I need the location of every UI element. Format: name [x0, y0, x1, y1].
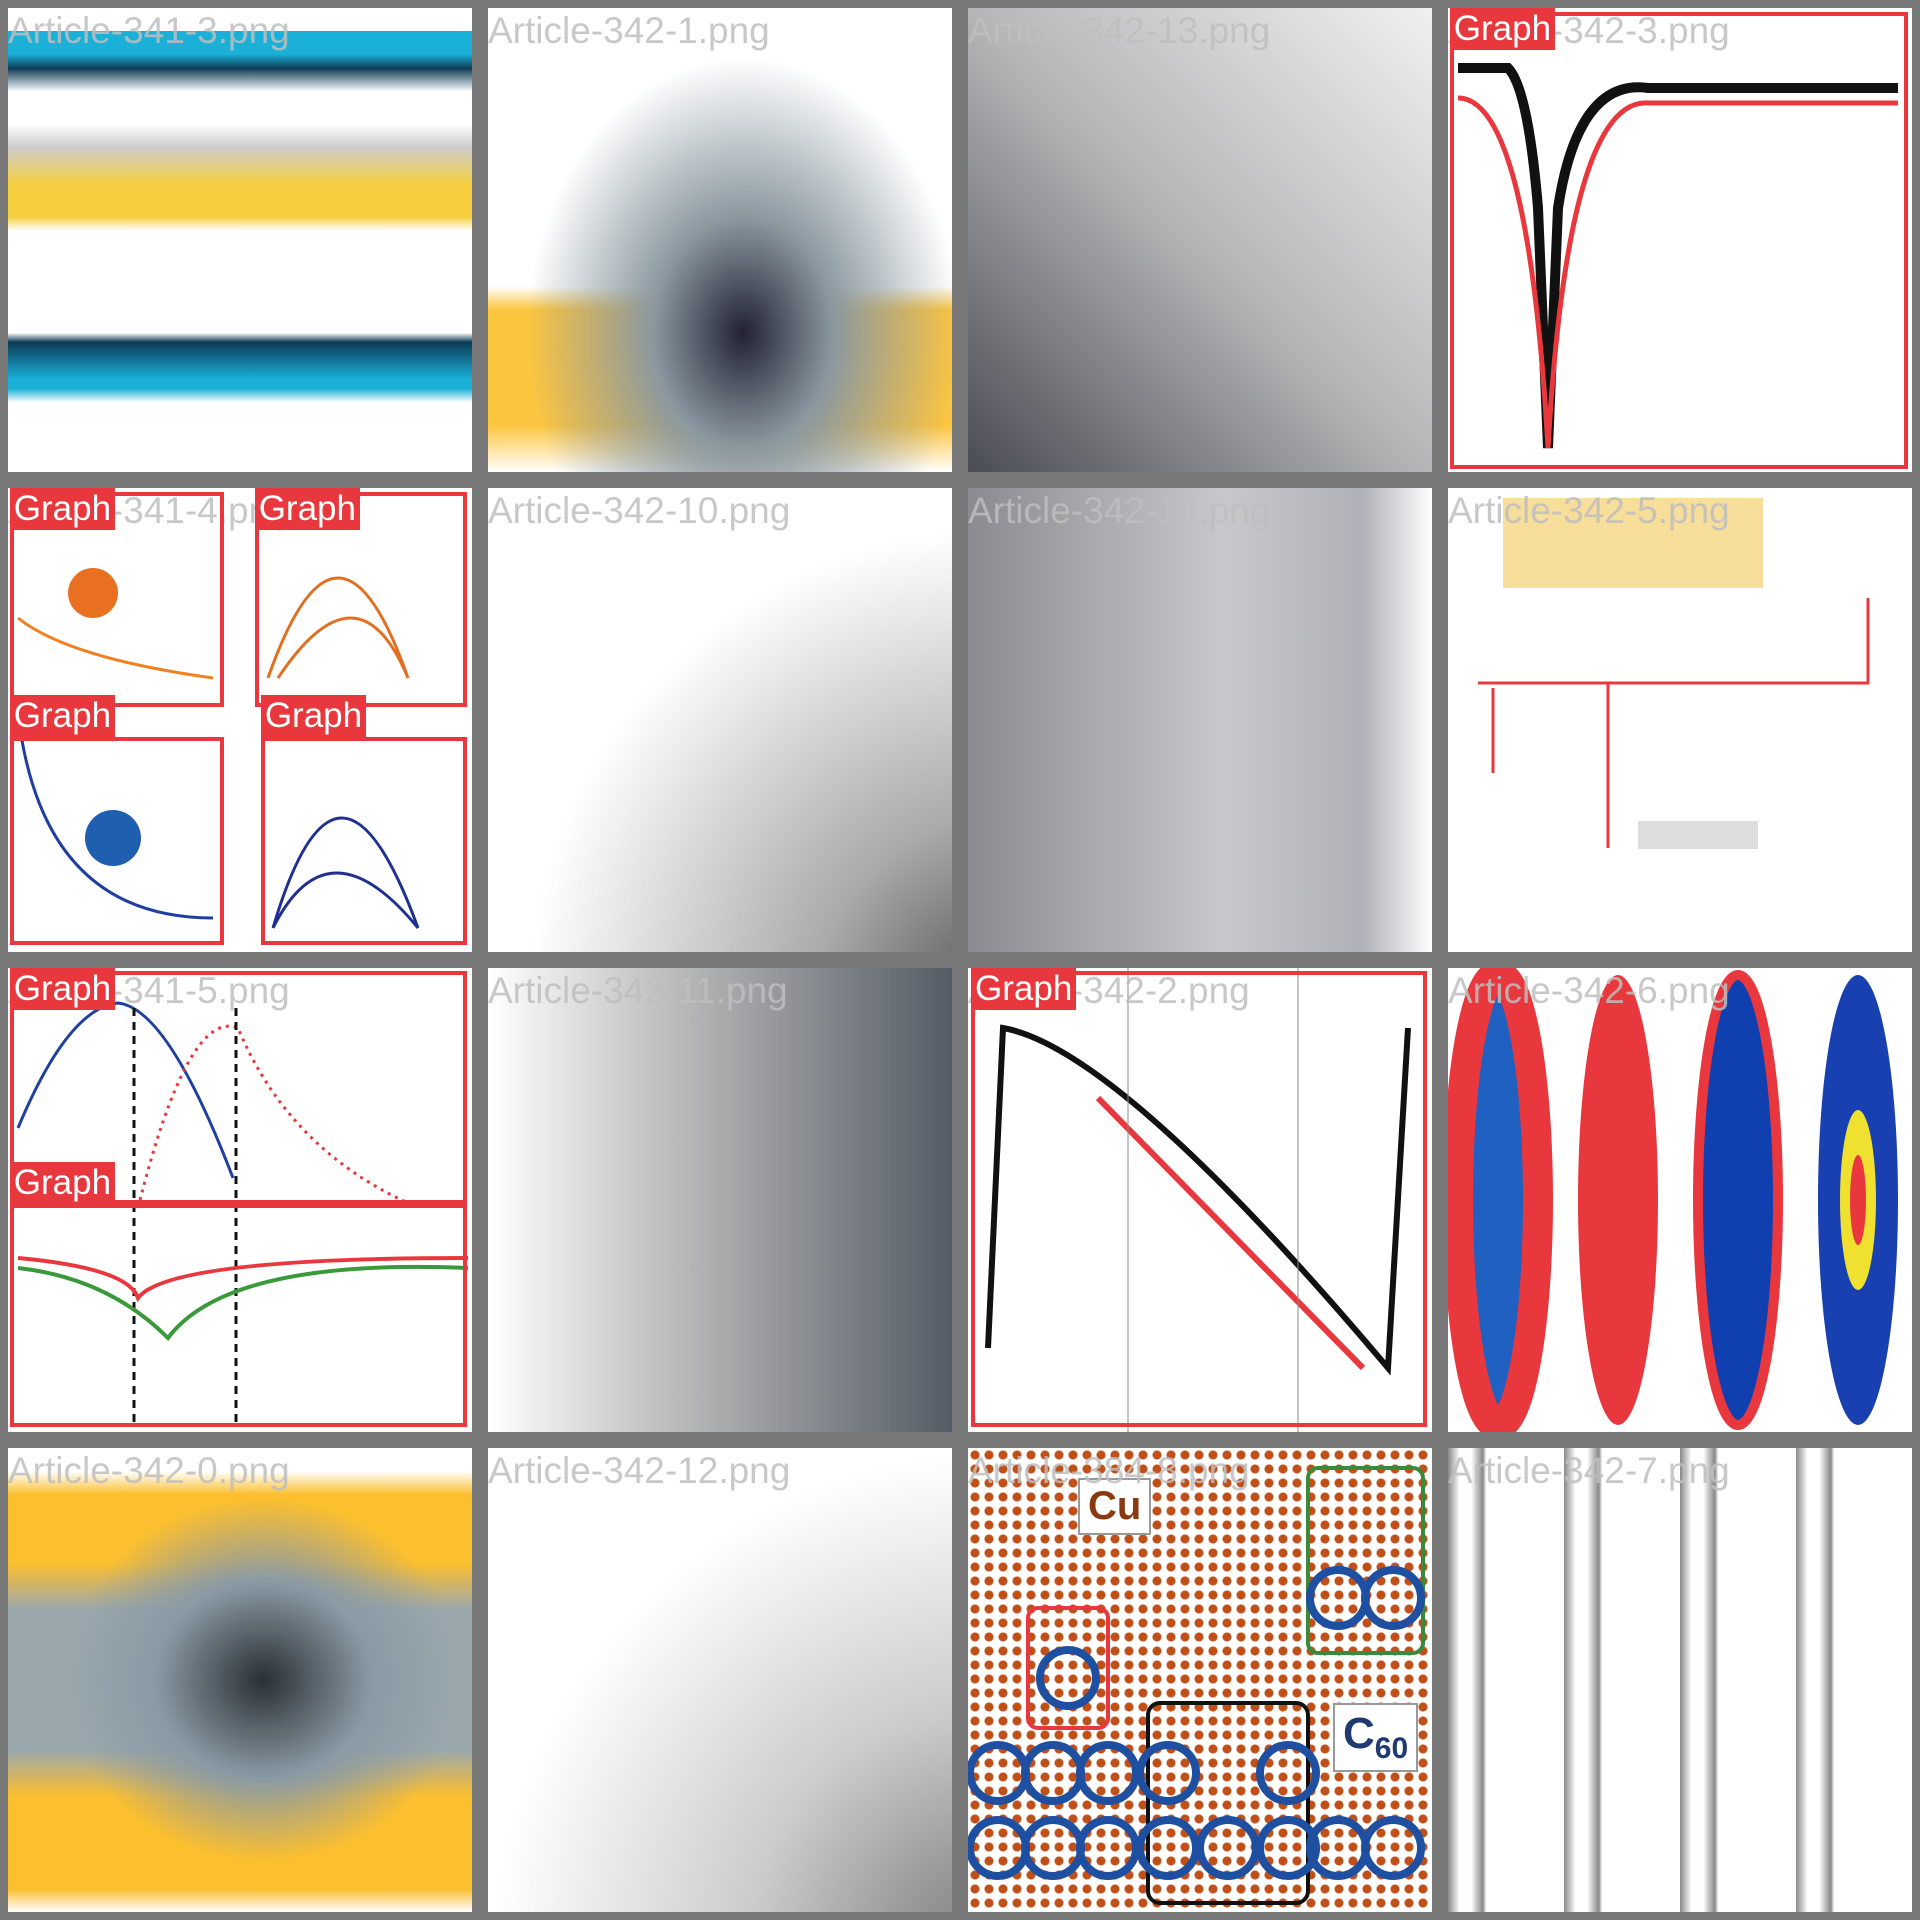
file-name: Article-342-13.png	[968, 10, 1271, 51]
element-subscript: 60	[1374, 1731, 1409, 1765]
graph-label: Graph	[9, 1161, 116, 1204]
image-tile[interactable]: Article-342-6.png	[1448, 968, 1912, 1432]
image-tile[interactable]: Article-341-4.png Graph Graph Graph Graph	[8, 488, 472, 952]
graph-label: Graph	[9, 968, 116, 1010]
file-name: Article-342-7.png	[1448, 1450, 1730, 1491]
element-label: C60	[1333, 1703, 1419, 1772]
file-name: Article-342-1.png	[488, 10, 770, 51]
image-tile[interactable]: Article-342-14.png	[968, 488, 1432, 952]
image-tile[interactable]: Article-341-5.png Graph Graph	[8, 968, 472, 1432]
graph-label: Graph	[1449, 8, 1556, 50]
file-name: Article-342-11.png	[488, 970, 788, 1011]
image-tile[interactable]: Article-342-10.png	[488, 488, 952, 952]
graph-box	[9, 492, 225, 707]
file-name: Article-342-14.png	[968, 490, 1271, 531]
thumbnail-art	[1457, 63, 1898, 449]
graph-box	[9, 971, 467, 1204]
file-name: Article-342-5.png	[1448, 490, 1730, 531]
graph-label: Graph	[9, 695, 116, 738]
graph-label: Graph	[9, 488, 116, 530]
image-tile[interactable]: Article-342-5.png	[1448, 488, 1912, 952]
thumbnail-art	[16, 1001, 469, 1428]
file-name: Article-342-12.png	[488, 1450, 791, 1491]
graph-box	[9, 737, 225, 946]
image-tile[interactable]: Cu C60 Article-384-8.png	[968, 1448, 1432, 1912]
image-tile[interactable]: Article-342-11.png	[488, 968, 952, 1432]
image-tile[interactable]: Article-342-12.png	[488, 1448, 952, 1912]
image-tile[interactable]: Article-342-1.png	[488, 8, 952, 472]
image-tile[interactable]: Article-342-13.png	[968, 8, 1432, 472]
file-name: Article-341-3.png	[8, 10, 290, 51]
thumbnail-art	[17, 568, 420, 929]
file-name: Article-342-6.png	[1448, 970, 1730, 1011]
file-name: Article-342-10.png	[488, 490, 791, 531]
thumbnail-art	[1478, 498, 1870, 849]
thumbnail-art	[968, 1466, 1425, 1905]
file-name: Article-342-0.png	[8, 1450, 290, 1491]
graph-label: Graph	[260, 695, 367, 738]
graph-box	[9, 1203, 467, 1427]
thumbnail-art	[1448, 968, 1898, 1432]
graph-box	[260, 737, 467, 946]
image-tile[interactable]: Article-342-7.png	[1448, 1448, 1912, 1912]
graph-box	[971, 971, 1427, 1427]
graph-label: Graph	[971, 968, 1077, 1010]
element-label: Cu	[1078, 1478, 1152, 1535]
file-name: Article-384-8.png	[968, 1450, 1250, 1491]
image-tile[interactable]: Article-341-3.png	[8, 8, 472, 472]
image-tile[interactable]: Article-342-2.png Graph	[968, 968, 1432, 1432]
graph-box	[1449, 12, 1908, 469]
image-tile[interactable]: Article-342-0.png	[8, 1448, 472, 1912]
thumbnail-art	[985, 968, 1411, 1432]
graph-label: Graph	[254, 488, 360, 530]
image-tile[interactable]: Article-342-3.png Graph	[1448, 8, 1912, 472]
